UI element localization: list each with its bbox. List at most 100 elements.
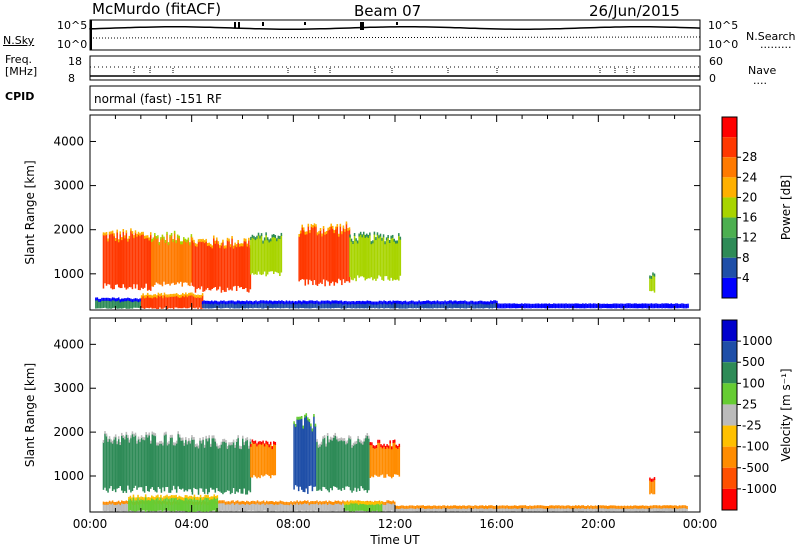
edge-cell <box>166 231 168 235</box>
range-cell <box>298 235 300 282</box>
edge-cell <box>113 233 115 237</box>
edge-cell <box>101 297 103 301</box>
edge-cell <box>273 300 276 304</box>
edge-cell <box>169 495 171 499</box>
range-cell <box>200 241 203 287</box>
range-cell <box>133 237 135 285</box>
edge-cell <box>176 496 179 500</box>
range-cell <box>423 507 426 512</box>
range-cell <box>374 303 376 309</box>
range-cell <box>226 303 228 308</box>
range-cell <box>377 441 379 477</box>
edge-cell <box>349 436 352 440</box>
edge-cell <box>410 505 412 509</box>
edge-cell <box>304 414 306 418</box>
y-tick-label: 1000 <box>53 267 84 281</box>
edge-cell <box>318 231 320 235</box>
range-cell <box>393 441 396 475</box>
edge-cell <box>230 500 233 504</box>
range-cell <box>254 239 257 275</box>
edge-cell <box>265 500 268 504</box>
range-cell <box>338 235 340 279</box>
edge-cell <box>681 303 683 307</box>
edge-cell <box>374 445 376 449</box>
range-cell <box>329 303 332 309</box>
range-cell <box>157 294 160 310</box>
edge-cell <box>354 441 356 445</box>
range-cell <box>554 305 557 309</box>
range-cell <box>131 433 134 492</box>
range-cell <box>240 448 242 494</box>
range-cell <box>248 239 250 293</box>
colorbar-cell <box>722 137 737 158</box>
edge-cell <box>687 303 689 307</box>
edge-cell <box>404 300 407 304</box>
range-cell <box>527 507 530 512</box>
edge-cell <box>378 500 381 504</box>
edge-cell <box>160 292 163 296</box>
edge-cell <box>521 505 524 509</box>
range-cell <box>254 442 257 477</box>
edge-cell <box>215 496 217 500</box>
range-cell <box>501 507 504 512</box>
range-cell <box>280 234 283 273</box>
edge-cell <box>186 495 188 499</box>
range-cell <box>259 503 262 511</box>
edge-cell <box>494 505 496 509</box>
range-cell <box>650 305 653 309</box>
edge-cell <box>426 300 428 304</box>
range-cell <box>509 507 511 512</box>
edge-cell <box>294 301 297 305</box>
edge-cell <box>331 300 333 304</box>
edge-cell <box>127 501 129 505</box>
edge-cell <box>675 303 677 307</box>
edge-cell <box>105 433 108 437</box>
range-cell <box>529 507 531 512</box>
edge-cell <box>183 442 186 446</box>
edge-cell <box>383 300 385 304</box>
range-cell <box>110 233 112 289</box>
range-cell <box>579 507 582 512</box>
range-cell <box>269 240 272 272</box>
range-cell <box>169 295 172 309</box>
edge-cell <box>641 303 644 307</box>
edge-cell <box>129 495 132 499</box>
edge-cell <box>163 496 165 500</box>
edge-cell <box>553 303 555 307</box>
range-cell <box>534 305 537 309</box>
edge-cell <box>293 501 295 505</box>
edge-cell <box>342 225 345 229</box>
edge-cell <box>149 294 152 298</box>
range-cell <box>409 303 411 309</box>
edge-cell <box>393 439 396 443</box>
edge-cell <box>192 496 194 500</box>
range-cell <box>163 238 165 282</box>
range-cell <box>182 439 184 489</box>
edge-cell <box>612 303 615 307</box>
range-cell <box>629 507 632 512</box>
range-cell <box>194 245 197 293</box>
range-cell <box>235 303 237 309</box>
edge-cell <box>633 303 636 307</box>
range-cell <box>196 245 198 290</box>
edge-cell <box>555 505 557 509</box>
range-cell <box>264 302 266 309</box>
edge-cell <box>425 505 428 509</box>
range-cell <box>348 303 350 308</box>
edge-cell <box>149 232 152 236</box>
edge-cell <box>554 303 557 307</box>
range-cell <box>195 498 197 512</box>
range-cell <box>293 503 295 512</box>
range-cell <box>175 295 178 308</box>
range-cell <box>293 303 295 309</box>
range-cell <box>398 508 400 512</box>
edge-cell <box>183 237 185 241</box>
range-cell <box>440 507 443 511</box>
range-cell <box>354 502 357 511</box>
edge-cell <box>166 442 169 446</box>
edge-cell <box>96 297 99 301</box>
edge-cell <box>582 505 585 509</box>
range-cell <box>334 502 337 511</box>
edge-cell <box>325 230 328 234</box>
edge-cell <box>365 501 368 505</box>
